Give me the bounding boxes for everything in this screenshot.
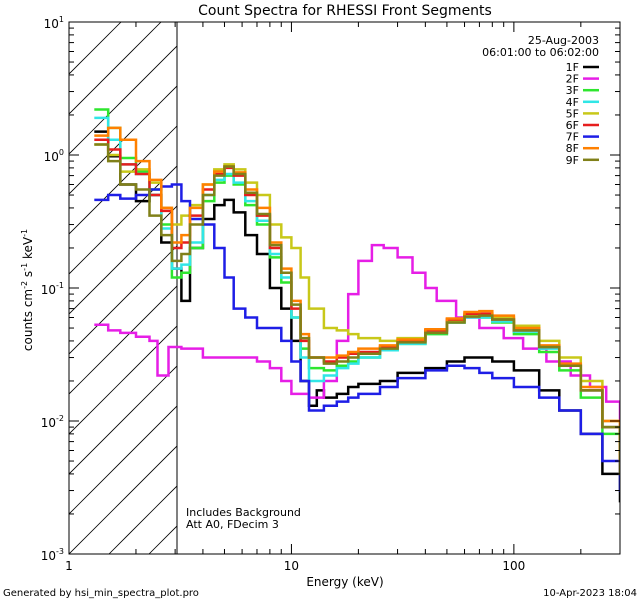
hatch-line [69,85,177,195]
legend-label-5f: 5F [566,107,579,120]
hatch-line [549,0,640,554]
legend-label-9f: 9F [566,154,579,167]
y-axis-label: counts cm-2 s-1 keV-1 [20,229,35,351]
y-tick-label: 100 [44,148,64,164]
y-tick-base: 10 [41,283,56,297]
chart-title: Count Spectra for RHESSI Front Segments [198,3,492,19]
y-tick-base: 10 [41,549,56,563]
time-range-label: 06:01:00 to 06:02:00 [482,46,599,59]
hatch-line [589,0,640,554]
x-tick-label: 100 [502,559,525,573]
series-line-2f [94,243,620,423]
legend-label-1f: 1F [566,61,579,74]
y-axis-label-main: counts cm [21,289,35,351]
legend-label-8f: 8F [566,142,579,155]
series-line-7f [94,183,620,492]
legend-label-6f: 6F [566,119,579,132]
y-tick-exponent: -2 [56,414,64,423]
y-axis-label-end: keV [21,236,35,263]
x-tick-label: 10 [284,559,299,573]
x-axis-label: Energy (keV) [306,575,383,589]
y-tick-exponent: -1 [56,281,64,290]
y-tick-label: 10-1 [41,281,64,297]
series-line-6f [94,138,620,476]
hatch-line [69,22,122,75]
y-tick-base: 10 [44,17,59,31]
hatch-line [69,405,177,515]
hatch-line [69,22,162,115]
hatch-line [469,0,640,554]
timestamp-label: 10-Apr-2023 18:04 [543,588,637,599]
hatch-line [429,0,640,554]
hatch-line [69,365,177,475]
series-line-9f [94,143,620,476]
hatch-line [69,165,177,275]
legend-label-4f: 4F [566,96,579,109]
y-axis-label-sup2: -1 [20,263,29,271]
y-axis-label-sup1: -2 [20,281,29,289]
y-tick-label: 10-2 [41,414,64,430]
generated-by-label: Generated by hsi_min_spectra_plot.pro [3,588,199,599]
y-tick-exponent: 1 [59,15,64,24]
hatch-line [349,0,640,554]
y-tick-label: 101 [44,15,64,31]
hatch-line [69,285,177,395]
date-label: 25-Aug-2003 [528,34,599,47]
y-tick-label: 10-3 [41,547,64,563]
hatch-line [69,325,177,435]
y-tick-base: 10 [44,150,59,164]
series-line-5f [94,143,620,463]
hatch-line [108,485,177,554]
excluded-region-hatch [69,0,640,554]
series-line-1f [94,130,620,503]
y-tick-exponent: -3 [56,547,64,556]
legend-label-3f: 3F [566,84,579,97]
legend-label-7f: 7F [566,131,579,144]
series-layer [94,108,620,503]
y-axis-label-mid: s [21,271,35,281]
legend-label-2f: 2F [566,73,579,86]
hatch-line [69,445,177,554]
hatch-line [69,245,177,355]
x-tick-label: 1 [65,559,73,573]
hatch-line [69,205,177,315]
annotation-line-1: Includes Background [186,506,301,519]
plot-frame [68,21,621,555]
y-axis-label-sup3: -1 [20,229,29,237]
y-tick-base: 10 [41,416,56,430]
annotation-line-2: Att A0, FDecim 3 [186,518,279,531]
hatch-line [269,0,640,554]
y-tick-exponent: 0 [59,148,64,157]
hatch-line [69,45,177,155]
